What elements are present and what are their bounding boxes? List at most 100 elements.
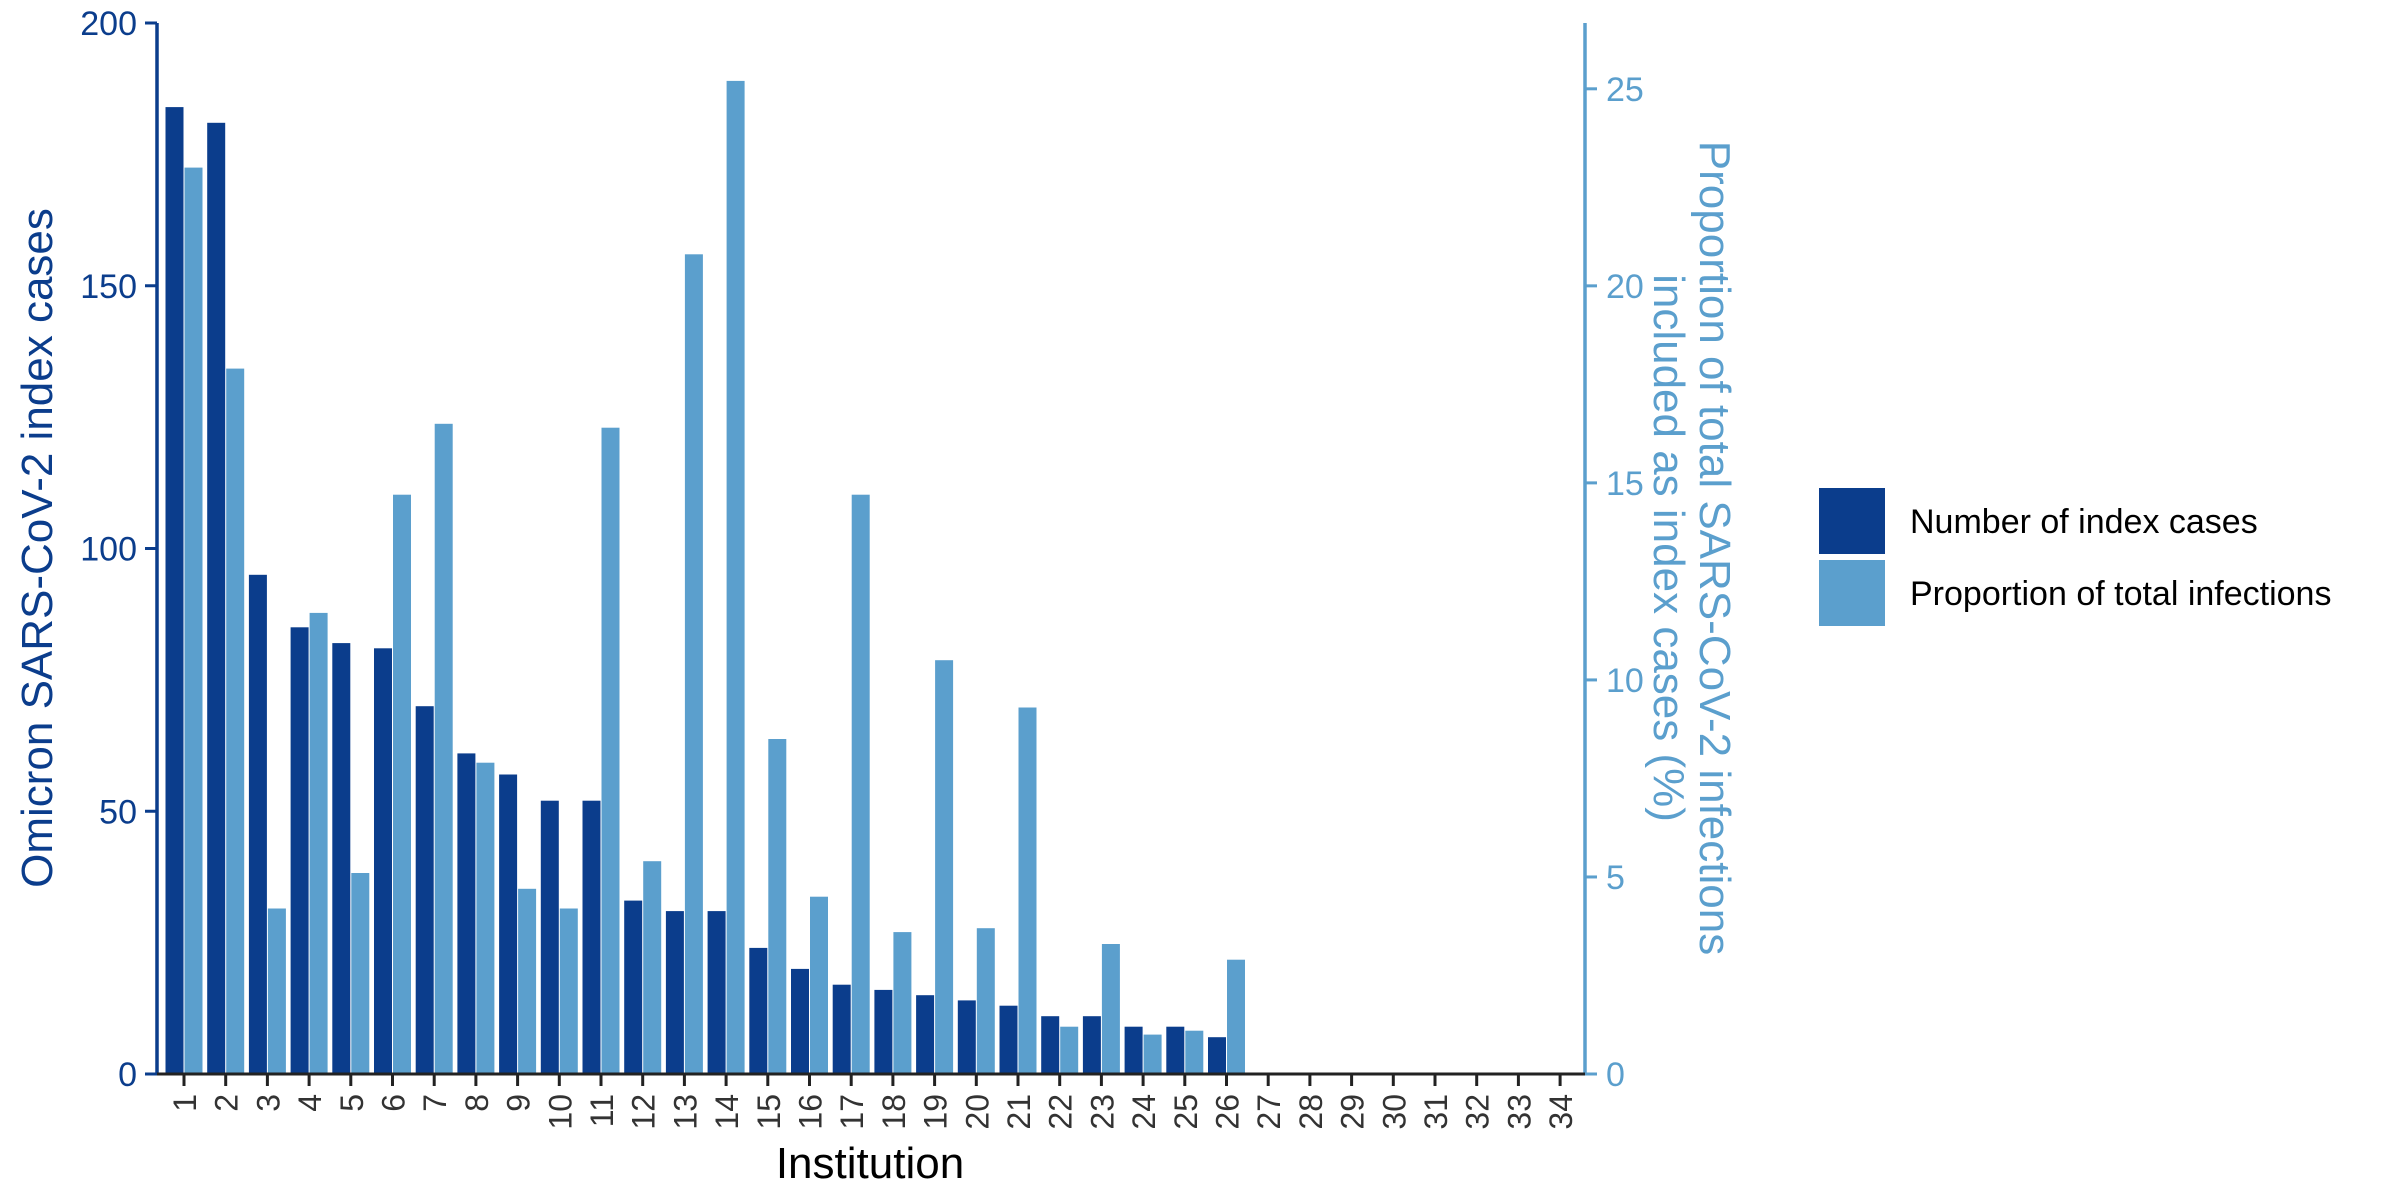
left-axis-tick-label: 100 xyxy=(80,531,137,569)
bar-proportion-14 xyxy=(726,80,745,1074)
bar-proportion-3 xyxy=(267,908,286,1074)
bar-index-cases-19 xyxy=(916,995,935,1074)
right-axis-tick-label: 20 xyxy=(1606,268,1644,306)
bar-proportion-1 xyxy=(184,167,203,1075)
x-axis-tick-label: 9 xyxy=(501,1094,537,1112)
bar-proportion-2 xyxy=(226,368,245,1075)
bar-proportion-5 xyxy=(351,873,370,1074)
bar-proportion-15 xyxy=(768,739,787,1074)
bar-proportion-23 xyxy=(1101,944,1120,1074)
x-axis-tick-label: 22 xyxy=(1043,1094,1079,1130)
legend-label: Number of index cases xyxy=(1910,503,2258,541)
x-axis-tick-label: 6 xyxy=(376,1094,412,1112)
x-axis-tick-label: 29 xyxy=(1335,1094,1371,1130)
bar-proportion-10 xyxy=(559,908,578,1074)
bar-proportion-12 xyxy=(643,861,662,1074)
bar-index-cases-16 xyxy=(791,968,809,1074)
bar-index-cases-6 xyxy=(374,648,392,1074)
bar-index-cases-10 xyxy=(540,800,559,1074)
legend: Number of index cases Proportion of total… xyxy=(1819,488,2331,626)
x-axis-tick-label: 4 xyxy=(292,1094,328,1112)
x-axis-tick-label: 17 xyxy=(834,1094,870,1130)
bar-index-cases-14 xyxy=(707,911,726,1074)
axes-layer: 0 50 100 150 200 Omicron SARS-CoV-2 index cas… xyxy=(13,5,1739,1188)
bar-proportion-13 xyxy=(684,254,703,1075)
x-axis-tick-label: 32 xyxy=(1460,1094,1496,1130)
bar-proportion-22 xyxy=(1060,1026,1079,1074)
x-axis-tick-label: 7 xyxy=(417,1094,453,1112)
bar-proportion-6 xyxy=(393,494,411,1074)
bar-proportion-20 xyxy=(976,928,995,1074)
x-axis-tick-label: 23 xyxy=(1084,1094,1120,1130)
right-axis-tick-label: 5 xyxy=(1606,859,1625,897)
bar-index-cases-20 xyxy=(957,1000,976,1074)
x-axis-tick-label: 19 xyxy=(918,1094,954,1130)
bar-proportion-26 xyxy=(1227,959,1245,1074)
bar-index-cases-2 xyxy=(207,122,226,1075)
bar-index-cases-23 xyxy=(1082,1016,1101,1074)
bar-index-cases-8 xyxy=(457,753,476,1074)
x-axis-tick-label: 26 xyxy=(1210,1094,1246,1130)
right-axis-title-line-2: included as index cases (%) xyxy=(1644,274,1693,822)
x-axis-tick-label: 16 xyxy=(793,1094,829,1130)
x-axis-tick-label: 24 xyxy=(1126,1094,1162,1130)
x-axis-tick-label: 12 xyxy=(626,1094,662,1130)
bar-proportion-25 xyxy=(1185,1030,1204,1074)
bar-proportion-16 xyxy=(810,896,828,1074)
x-axis-tick-label: 31 xyxy=(1418,1094,1454,1130)
bar-index-cases-25 xyxy=(1166,1026,1185,1074)
x-axis-tick-label: 33 xyxy=(1501,1094,1537,1130)
bar-proportion-18 xyxy=(893,932,912,1074)
x-axis-tick-label: 1 xyxy=(167,1094,203,1112)
x-axis-tick-label: 27 xyxy=(1251,1094,1287,1130)
x-axis-tick-label: 13 xyxy=(667,1094,703,1130)
right-axis-tick-label: 10 xyxy=(1606,662,1644,700)
x-axis-tick-label: 2 xyxy=(209,1094,245,1112)
right-axis-tick-label: 25 xyxy=(1606,71,1644,109)
bar-proportion-21 xyxy=(1018,707,1037,1074)
bar-index-cases-12 xyxy=(624,900,643,1074)
bar-proportion-24 xyxy=(1143,1034,1162,1074)
bar-index-cases-7 xyxy=(415,706,434,1074)
bar-index-cases-11 xyxy=(582,800,601,1074)
legend-label: Proportion of total infections xyxy=(1910,575,2331,613)
x-axis-tick-label: 28 xyxy=(1293,1094,1329,1130)
legend-swatch xyxy=(1819,488,1885,554)
x-axis-tick-label: 21 xyxy=(1001,1094,1037,1130)
bar-proportion-8 xyxy=(476,762,495,1074)
x-axis-tick-label: 30 xyxy=(1376,1094,1412,1130)
bar-proportion-19 xyxy=(935,660,954,1074)
bar-index-cases-22 xyxy=(1041,1016,1060,1074)
bar-index-cases-24 xyxy=(1124,1026,1143,1074)
x-axis-tick-label: 15 xyxy=(751,1094,787,1130)
left-axis-tick-label: 200 xyxy=(80,5,137,43)
bar-index-cases-18 xyxy=(874,989,893,1074)
x-axis-tick-label: 5 xyxy=(334,1094,370,1112)
bar-index-cases-4 xyxy=(290,627,309,1074)
left-axis-title: Omicron SARS-CoV-2 index cases xyxy=(13,208,62,888)
bar-index-cases-13 xyxy=(665,911,684,1074)
right-axis-tick-label: 15 xyxy=(1606,465,1644,503)
bar-index-cases-3 xyxy=(248,574,267,1074)
right-axis-tick-label: 0 xyxy=(1606,1056,1625,1094)
x-axis-tick-label: 14 xyxy=(709,1094,745,1130)
bar-proportion-17 xyxy=(851,494,870,1074)
x-axis-tick-label: 18 xyxy=(876,1094,912,1130)
x-axis-tick-label: 25 xyxy=(1168,1094,1204,1130)
x-axis-tick-label: 11 xyxy=(584,1094,620,1127)
bar-proportion-11 xyxy=(601,427,620,1074)
bar-index-cases-9 xyxy=(499,774,518,1074)
bar-index-cases-17 xyxy=(832,984,851,1074)
bar-index-cases-26 xyxy=(1208,1037,1226,1074)
legend-swatch xyxy=(1819,560,1885,626)
right-axis-title-line-1: Proportion of total SARS-CoV-2 infection… xyxy=(1690,141,1739,955)
bar-index-cases-5 xyxy=(332,643,351,1074)
bar-index-cases-1 xyxy=(165,107,184,1075)
left-axis-tick-label: 50 xyxy=(99,793,137,831)
left-axis-tick-label: 150 xyxy=(80,268,137,306)
bar-proportion-9 xyxy=(518,888,537,1074)
x-axis-tick-label: 20 xyxy=(959,1094,995,1130)
x-axis-tick-label: 3 xyxy=(250,1094,286,1112)
